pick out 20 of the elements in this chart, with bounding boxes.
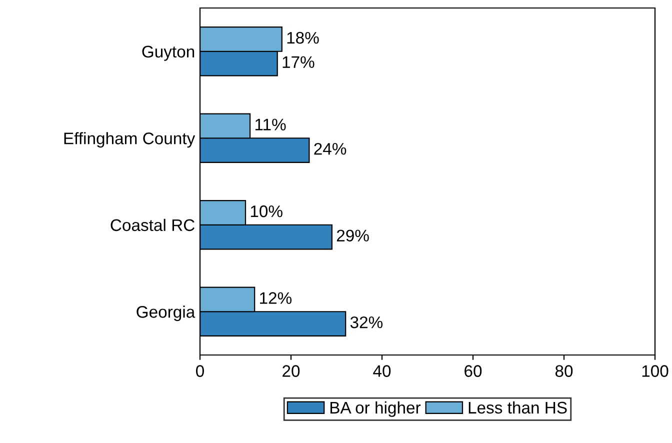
legend-label: Less than HS <box>468 401 567 414</box>
data-label: 24% <box>314 142 346 155</box>
y-tick-label: Effingham County <box>64 132 196 148</box>
data-label: 32% <box>350 316 383 328</box>
data-label: 29% <box>336 230 369 242</box>
data-label: 11% <box>255 118 286 130</box>
data-label: 10% <box>250 205 282 218</box>
x-tick-label: 0 <box>196 365 204 377</box>
x-tick-label: 40 <box>373 365 391 377</box>
legend-label: BA or higher <box>330 401 421 417</box>
y-tick-label: Guyton <box>142 46 194 61</box>
data-label: 17% <box>282 56 314 68</box>
x-tick-label: 80 <box>555 365 573 377</box>
x-tick-label: 100 <box>642 365 668 377</box>
data-label: 12% <box>260 292 292 304</box>
y-tick-label: Coastal RC <box>110 218 195 232</box>
data-label: 18% <box>287 32 319 44</box>
x-tick-label: 20 <box>282 365 300 377</box>
x-tick-label: 60 <box>464 365 482 377</box>
y-tick-label: Georgia <box>136 306 196 322</box>
